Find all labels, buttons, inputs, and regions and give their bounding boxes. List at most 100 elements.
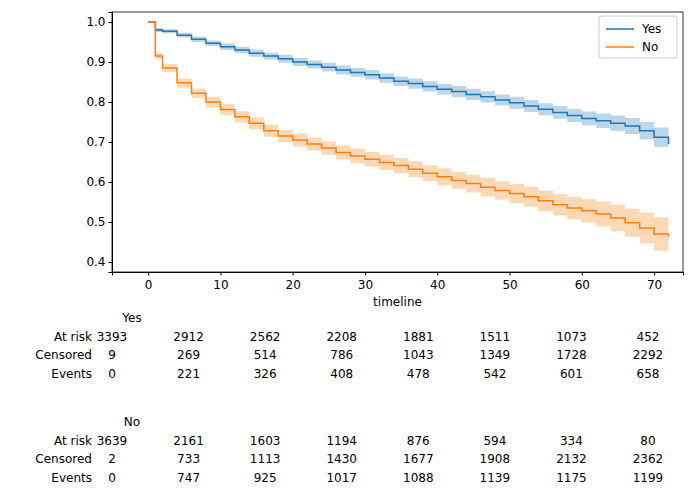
- table-cell: 925: [254, 471, 277, 485]
- table-cell: 1511: [480, 330, 511, 344]
- table-cell: 2562: [250, 330, 281, 344]
- table-cell: 2208: [326, 330, 357, 344]
- x-tick-label: 70: [647, 278, 662, 292]
- table-cell: 514: [254, 348, 277, 362]
- x-tick: 40: [430, 272, 445, 292]
- y-tick: 0.4: [86, 255, 112, 269]
- table-cell: 1139: [480, 471, 511, 485]
- table-cell: 452: [637, 330, 660, 344]
- legend: YesNo: [599, 16, 677, 58]
- table-row-label: Censored: [35, 452, 92, 466]
- y-tick-label: 0.8: [86, 95, 105, 109]
- legend-swatch: [606, 46, 634, 48]
- table-cell: 2362: [633, 452, 664, 466]
- table-group-name: Yes: [121, 311, 141, 325]
- x-axis-line: [113, 273, 684, 276]
- x-tick-mark: [437, 272, 438, 276]
- table-cell: 0: [108, 471, 116, 485]
- table-row-label: Events: [51, 471, 92, 485]
- y-tick-label: 0.7: [86, 135, 105, 149]
- x-tick-label: 50: [502, 278, 517, 292]
- table-cell: 658: [637, 367, 660, 381]
- table-row-label: Events: [51, 367, 92, 381]
- x-tick: 70: [647, 272, 662, 292]
- legend-swatch: [606, 28, 634, 30]
- y-tick-mark: [109, 22, 113, 23]
- table-cell: 747: [177, 471, 200, 485]
- y-tick-mark: [109, 222, 113, 223]
- y-axis: 0.4 0.5 0.6 0.7 0.8 0.9 1.0: [86, 13, 112, 273]
- table-cell: 3639: [97, 434, 128, 448]
- y-axis-line: [109, 13, 113, 273]
- table-cell: 334: [560, 434, 583, 448]
- y-tick-mark: [109, 102, 113, 103]
- y-tick-mark: [109, 142, 113, 143]
- table-cell: 1908: [480, 452, 511, 466]
- table-cell: 1881: [403, 330, 434, 344]
- table-cell: 1113: [250, 452, 281, 466]
- y-tick-label: 1.0: [86, 15, 105, 29]
- table-cell: 542: [483, 367, 506, 381]
- table-cell: 1194: [326, 434, 357, 448]
- x-tick-mark: [654, 272, 655, 276]
- x-tick-mark: [220, 272, 221, 276]
- table-cell: 1728: [556, 348, 587, 362]
- table-cell: 1175: [556, 471, 587, 485]
- y-tick-label: 0.6: [86, 175, 105, 189]
- plot-frame: [112, 12, 683, 272]
- confidence-band: [148, 22, 668, 155]
- table-cell: 221: [177, 367, 200, 381]
- y-tick: 0.8: [86, 95, 112, 109]
- x-tick-mark: [510, 272, 511, 276]
- table-cell: 326: [254, 367, 277, 381]
- table-cell: 594: [483, 434, 506, 448]
- survival-line: [148, 22, 668, 237]
- table-cell: 786: [330, 348, 353, 362]
- x-tick: 50: [502, 272, 517, 292]
- table-cell: 9: [108, 348, 116, 362]
- y-tick-mark: [109, 182, 113, 183]
- x-tick-mark: [148, 272, 149, 276]
- x-tick-label: 20: [286, 278, 301, 292]
- y-tick-label: 0.4: [86, 255, 105, 269]
- table-cell: 1073: [556, 330, 587, 344]
- table-cell: 269: [177, 348, 200, 362]
- x-tick-label: 60: [575, 278, 590, 292]
- chart: 0102030405060700.40.50.60.70.80.91.0time…: [0, 0, 699, 502]
- table-row-label: At risk: [54, 434, 92, 448]
- table-cell: 80: [640, 434, 655, 448]
- table-cell: 601: [560, 367, 583, 381]
- table-cell: 876: [407, 434, 430, 448]
- y-tick-label: 0.9: [86, 55, 105, 69]
- legend-box: [599, 16, 677, 58]
- legend-label: No: [642, 40, 658, 54]
- table-cell: 1199: [633, 471, 664, 485]
- x-tick-label: 10: [213, 278, 228, 292]
- y-tick-label: 0.5: [86, 215, 105, 229]
- x-tick: 0: [145, 272, 153, 292]
- y-tick: 0.5: [86, 215, 112, 229]
- table-cell: 1603: [250, 434, 281, 448]
- x-tick-mark: [293, 272, 294, 276]
- x-tick: 60: [575, 272, 590, 292]
- table-cell: 2132: [556, 452, 587, 466]
- x-tick-label: 40: [430, 278, 445, 292]
- table-cell: 3393: [97, 330, 128, 344]
- confidence-band: [148, 22, 668, 255]
- x-tick: 10: [213, 272, 228, 292]
- table-cell: 1017: [326, 471, 357, 485]
- x-axis-title: timeline: [373, 295, 422, 309]
- x-tick: 20: [286, 272, 301, 292]
- x-axis: 010203040506070: [113, 272, 684, 292]
- y-tick-mark: [109, 262, 113, 263]
- table-cell: 2292: [633, 348, 664, 362]
- table-cell: 478: [407, 367, 430, 381]
- x-tick-mark: [582, 272, 583, 276]
- y-tick: 0.6: [86, 175, 112, 189]
- y-tick-mark: [109, 62, 113, 63]
- table-cell: 2912: [173, 330, 204, 344]
- y-tick: 0.9: [86, 55, 112, 69]
- x-tick-label: 0: [145, 278, 153, 292]
- table-cell: 1043: [403, 348, 434, 362]
- table-cell: 2: [108, 452, 116, 466]
